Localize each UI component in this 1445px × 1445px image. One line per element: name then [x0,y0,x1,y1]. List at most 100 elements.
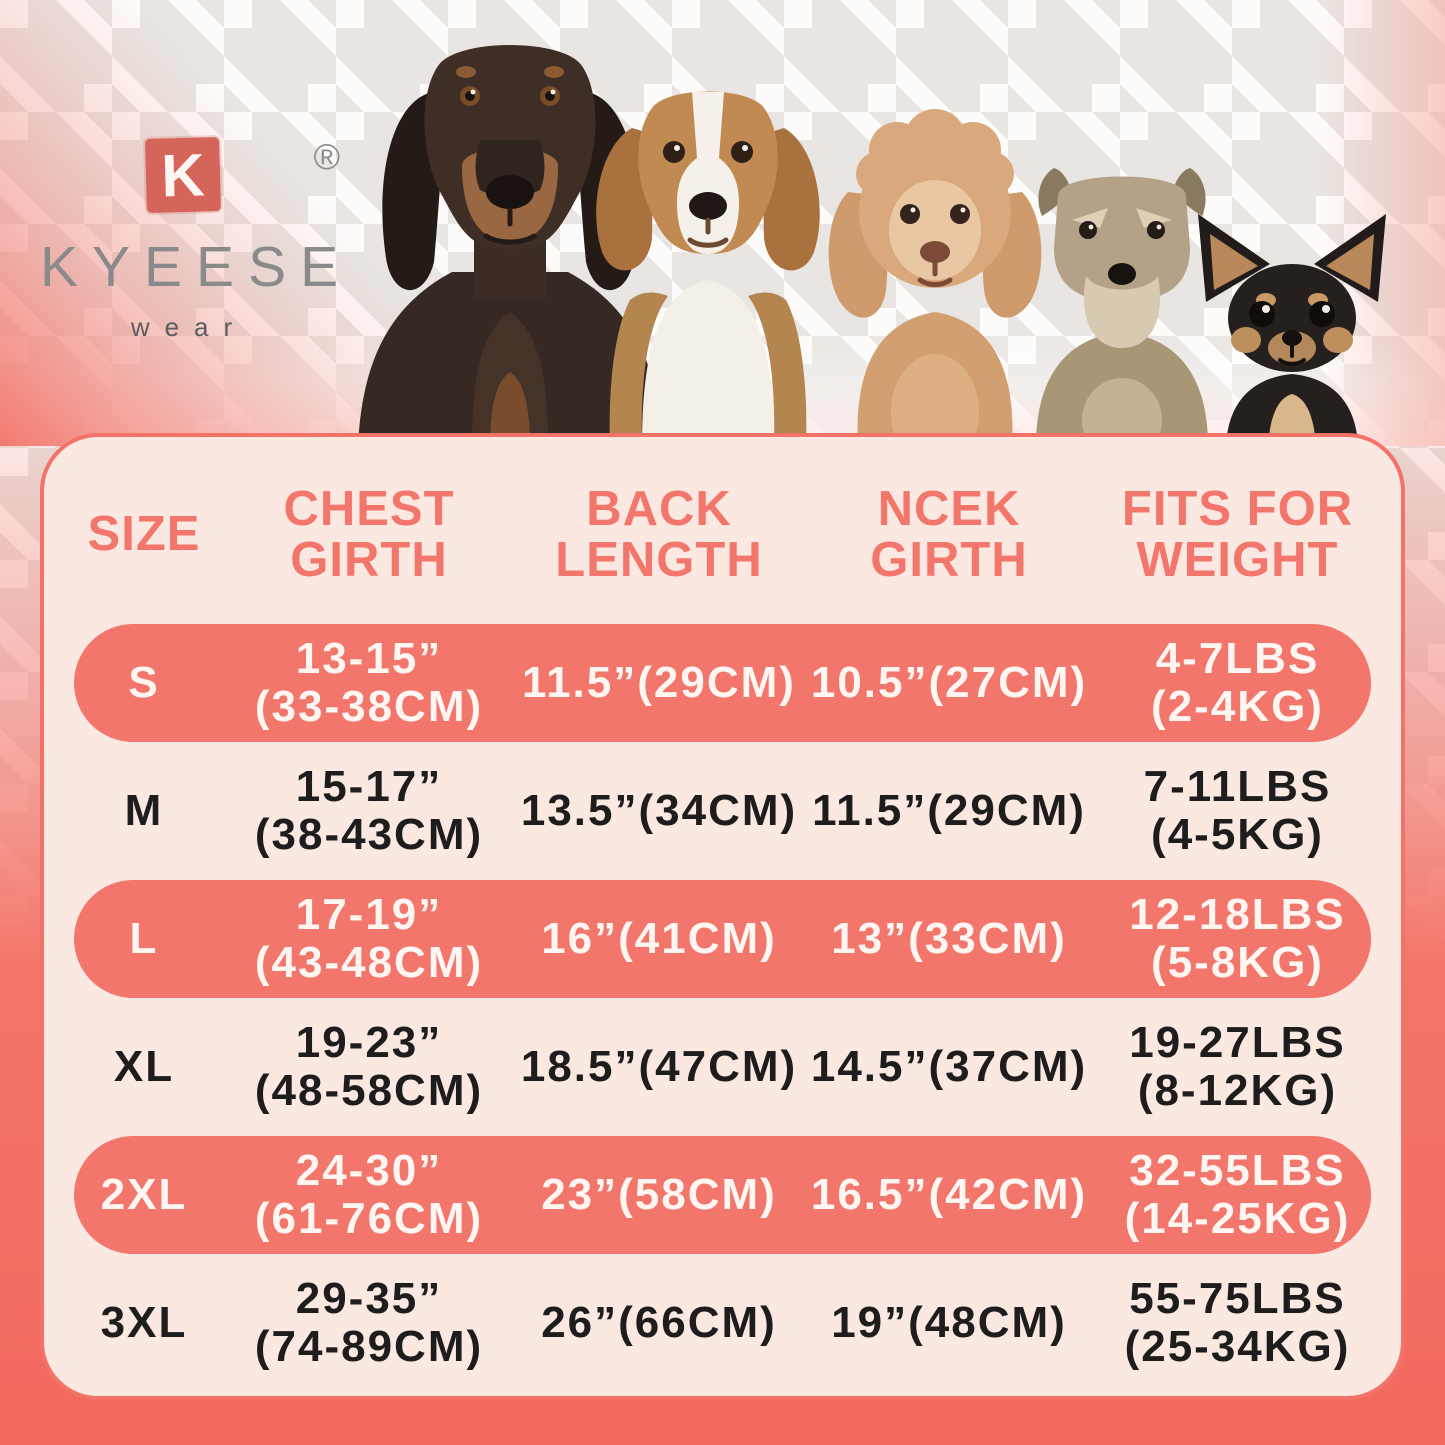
chest-inches: 13-15” [295,634,443,684]
cell-back-length: 26”(66CM) [494,1299,824,1347]
back-length-value: 16”(41CM) [541,914,777,964]
neck-girth-value: 13”(33CM) [831,914,1067,964]
cell-chest-girth: 13-15” (33-38CM) [244,635,494,730]
weight-kg: (2-4KG) [1151,682,1324,731]
cell-size: S [44,659,244,707]
header-neck-line2: GIRTH [870,533,1028,587]
brand-subtitle: wear [130,312,248,342]
dog-schnauzer [1036,168,1208,446]
cell-neck-girth: 16.5”(42CM) [811,1171,1085,1219]
size-label: 2XL [100,1170,188,1220]
back-length-value: 11.5”(29CM) [522,658,796,708]
cell-neck-girth: 14.5”(37CM) [811,1043,1085,1091]
cell-size: L [44,915,244,963]
weight-kg: (8-12KG) [1137,1066,1338,1115]
registered-trademark-icon: ® [313,136,340,177]
chest-cm: (38-43CM) [254,810,484,859]
cell-size: 2XL [44,1171,244,1219]
chest-inches: 15-17” [295,762,443,812]
cell-chest-girth: 15-17” (38-43CM) [244,763,494,858]
neck-girth-value: 16.5”(42CM) [810,1170,1088,1220]
cell-size: XL [44,1043,244,1091]
size-label: XL [113,1042,175,1092]
cell-chest-girth: 17-19” (43-48CM) [244,891,494,986]
brand-logo: ® K KYEESE wear [30,136,353,343]
cell-back-length: 18.5”(47CM) [494,1043,824,1091]
cell-neck-girth: 10.5”(27CM) [811,659,1085,707]
chest-cm: (61-76CM) [254,1194,484,1243]
cell-fits-weight: 12-18LBS (5-8KG) [1074,891,1401,986]
cell-fits-weight: 55-75LBS (25-34KG) [1074,1275,1401,1370]
cell-chest-girth: 19-23” (48-58CM) [244,1019,494,1114]
neck-girth-value: 11.5”(29CM) [812,786,1086,836]
cell-chest-girth: 24-30” (61-76CM) [244,1147,494,1242]
weight-kg: (4-5KG) [1151,810,1324,859]
neck-girth-value: 10.5”(27CM) [810,658,1088,708]
weight-lbs: 32-55LBS [1129,1146,1346,1196]
header-size-line1: SIZE [87,507,201,562]
header-chest-girth: CHEST GIRTH [244,481,494,587]
chest-cm: (33-38CM) [254,682,484,731]
size-row-2xl: 2XL 24-30” (61-76CM) 23”(58CM) 16.5”(42CM… [44,1131,1401,1259]
header-back-length: BACK LENGTH [494,481,824,587]
size-label: M [124,786,164,836]
size-label: L [129,914,159,964]
cell-back-length: 16”(41CM) [494,915,824,963]
size-chart-card: SIZE CHEST GIRTH BACK LENGTH NCEK GIRTH … [40,433,1405,1400]
chest-cm: (74-89CM) [254,1322,484,1371]
weight-lbs: 12-18LBS [1129,890,1346,940]
size-row-l: L 17-19” (43-48CM) 16”(41CM) 13”(33CM) 12… [44,875,1401,1003]
cell-fits-weight: 7-11LBS (4-5KG) [1074,763,1401,858]
size-row-m: M 15-17” (38-43CM) 13.5”(34CM) 11.5”(29CM… [44,747,1401,875]
size-row-xl: XL 19-23” (48-58CM) 18.5”(47CM) 14.5”(37C… [44,1003,1401,1131]
weight-kg: (14-25KG) [1124,1194,1351,1243]
weight-kg: (5-8KG) [1151,938,1324,987]
chest-inches: 24-30” [295,1146,443,1196]
chest-inches: 17-19” [295,890,443,940]
chest-cm: (48-58CM) [254,1066,484,1115]
size-chart-header-row: SIZE CHEST GIRTH BACK LENGTH NCEK GIRTH … [44,451,1401,619]
weight-lbs: 4-7LBS [1155,634,1320,684]
brand-name: KYEESE [40,235,353,299]
weight-lbs: 7-11LBS [1143,762,1332,812]
dog-poodle [828,109,1042,446]
cell-neck-girth: 13”(33CM) [824,915,1074,963]
size-label: S [128,658,160,708]
cell-fits-weight: 4-7LBS (2-4KG) [1074,635,1401,730]
header-size: SIZE [44,507,244,562]
chest-inches: 19-23” [295,1018,443,1068]
dogs-illustration [358,45,1386,446]
dog-beagle [596,91,820,446]
header-fits-weight: FITS FOR WEIGHT [1074,481,1401,587]
header-back-line1: BACK [586,481,732,536]
back-length-value: 26”(66CM) [541,1298,777,1348]
back-length-value: 23”(58CM) [541,1170,777,1220]
header-chest-line1: CHEST [283,481,455,536]
brand-initial-badge: K [145,137,221,213]
size-row-s: S 13-15” (33-38CM) 11.5”(29CM) 10.5”(27CM… [44,619,1401,747]
weight-kg: (25-34KG) [1124,1322,1351,1371]
cell-fits-weight: 19-27LBS (8-12KG) [1074,1019,1401,1114]
cell-neck-girth: 11.5”(29CM) [812,787,1084,835]
header-chest-line2: GIRTH [290,533,448,587]
dog-chihuahua [1198,214,1386,446]
header-neck-line1: NCEK [877,481,1021,536]
chest-inches: 29-35” [295,1274,443,1324]
cell-size: 3XL [44,1299,244,1347]
back-length-value: 18.5”(47CM) [520,1042,798,1092]
size-label: 3XL [100,1298,188,1348]
cell-chest-girth: 29-35” (74-89CM) [244,1275,494,1370]
header-weight-line1: FITS FOR [1121,481,1354,536]
cell-fits-weight: 32-55LBS (14-25KG) [1074,1147,1401,1242]
back-length-value: 13.5”(34CM) [520,786,798,836]
cell-neck-girth: 19”(48CM) [824,1299,1074,1347]
dog-doberman [358,45,662,446]
cell-back-length: 13.5”(34CM) [494,787,824,835]
cell-back-length: 23”(58CM) [494,1171,824,1219]
header-neck-girth: NCEK GIRTH [824,481,1074,587]
header-weight-line2: WEIGHT [1136,533,1339,587]
cell-back-length: 11.5”(29CM) [494,659,824,707]
weight-lbs: 55-75LBS [1129,1274,1346,1324]
weight-lbs: 19-27LBS [1129,1018,1346,1068]
cell-size: M [44,787,244,835]
